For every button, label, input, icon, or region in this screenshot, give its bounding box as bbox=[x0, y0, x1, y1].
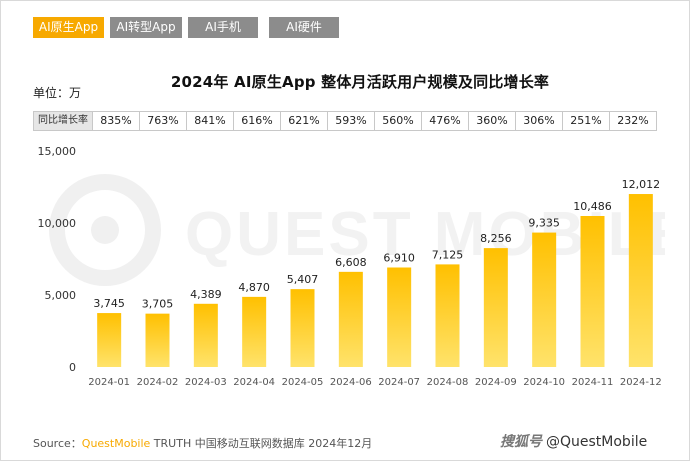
bar-2024-10 bbox=[532, 232, 557, 367]
bar-series: 3,745 3,705 4,389 4,870 5,407 6,608 6,910 7,125… bbox=[93, 178, 660, 367]
growth-rate-cell: 841% bbox=[186, 112, 233, 130]
x-tick-label: 2024-12 bbox=[620, 377, 662, 388]
bar-2024-02 bbox=[145, 313, 170, 367]
growth-rate-cell: 251% bbox=[562, 112, 609, 130]
tab-ai-transformed-app[interactable]: AI转型App bbox=[110, 17, 182, 38]
bar-value-label: 4,870 bbox=[238, 281, 270, 294]
bar-value-label: 5,407 bbox=[287, 273, 319, 286]
bar-2024-08 bbox=[435, 264, 460, 367]
growth-rate-cell: 835% bbox=[92, 112, 139, 130]
bar-value-label: 3,745 bbox=[93, 297, 125, 310]
growth-rate-cell: 306% bbox=[515, 112, 562, 130]
x-tick-label: 2024-04 bbox=[233, 377, 275, 388]
x-tick-label: 2024-06 bbox=[330, 377, 372, 388]
y-tick-label: 10,000 bbox=[38, 217, 77, 230]
growth-rate-cell: 763% bbox=[139, 112, 186, 130]
sohu-mark: 搜狐号 bbox=[500, 434, 542, 450]
x-tick-label: 2024-10 bbox=[523, 377, 565, 388]
bar-value-label: 3,705 bbox=[142, 298, 174, 311]
source-prefix: Source： bbox=[33, 437, 82, 450]
bar-value-label: 6,608 bbox=[335, 256, 367, 269]
tab-ai-phone[interactable]: AI手机 bbox=[188, 17, 258, 38]
bar-value-label: 7,125 bbox=[432, 248, 464, 261]
tab-ai-hardware[interactable]: AI硬件 bbox=[269, 17, 339, 38]
source-brand: QuestMobile bbox=[81, 437, 151, 450]
x-tick-label: 2024-07 bbox=[378, 377, 420, 388]
source-note: Source：QuestMobile TRUTH 中国移动互联网数据库 2024… bbox=[33, 435, 372, 451]
x-tick-label: 2024-08 bbox=[427, 377, 469, 388]
tab-ai-native-app[interactable]: AI原生App bbox=[33, 17, 104, 38]
bar-2024-03 bbox=[193, 303, 218, 367]
x-axis: 2024-01 2024-02 2024-03 2024-04 2024-05 2024-… bbox=[88, 377, 661, 388]
bar-2024-12 bbox=[628, 194, 653, 367]
bar-value-label: 6,910 bbox=[383, 251, 415, 264]
y-tick-label: 5,000 bbox=[45, 289, 77, 302]
growth-rate-cell: 593% bbox=[327, 112, 374, 130]
bar-value-label: 10,486 bbox=[573, 200, 612, 213]
x-tick-label: 2024-03 bbox=[185, 377, 227, 388]
bar-value-label: 8,256 bbox=[480, 232, 512, 245]
bar-2024-05 bbox=[290, 289, 315, 367]
bar-value-label: 9,335 bbox=[528, 217, 560, 230]
source-detail: TRUTH 中国移动互联网数据库 2024年12月 bbox=[150, 437, 373, 450]
bar-2024-06 bbox=[338, 271, 363, 367]
growth-rate-cell: 621% bbox=[280, 112, 327, 130]
bar-2024-09 bbox=[483, 248, 508, 367]
bar-2024-07 bbox=[387, 267, 412, 367]
x-tick-label: 2024-05 bbox=[282, 377, 324, 388]
unit-label: 单位：万 bbox=[33, 86, 82, 100]
growth-rate-cell: 360% bbox=[468, 112, 515, 130]
bar-value-label: 12,012 bbox=[622, 178, 661, 191]
growth-rate-cell: 232% bbox=[609, 112, 656, 130]
y-tick-label: 15,000 bbox=[38, 145, 77, 158]
growth-rate-row: 同比增长率 835% 763% 841% 616% 621% 593% 560%… bbox=[33, 111, 657, 131]
x-tick-label: 2024-09 bbox=[475, 377, 517, 388]
growth-rate-cell: 476% bbox=[421, 112, 468, 130]
y-tick-label: 0 bbox=[69, 361, 76, 374]
chart-title: 2024年 AI原生App 整体月活跃用户规模及同比增长率 bbox=[170, 73, 550, 91]
credit: 搜狐号 @QuestMobile bbox=[500, 431, 647, 451]
bar-2024-11 bbox=[580, 216, 605, 367]
tab-bar: AI原生App AI转型App AI手机 AI硬件 bbox=[33, 17, 339, 38]
x-tick-label: 2024-01 bbox=[88, 377, 130, 388]
credit-handle: @QuestMobile bbox=[546, 434, 648, 450]
x-tick-label: 2024-02 bbox=[137, 377, 179, 388]
x-tick-label: 2024-11 bbox=[572, 377, 614, 388]
growth-rate-header: 同比增长率 bbox=[34, 112, 92, 130]
bar-2024-04 bbox=[242, 296, 267, 367]
bar-2024-01 bbox=[97, 313, 122, 367]
y-axis: 0 5,000 10,000 15,000 bbox=[38, 145, 77, 374]
growth-rate-cell: 616% bbox=[233, 112, 280, 130]
bar-value-label: 4,389 bbox=[190, 288, 222, 301]
growth-rate-cell: 560% bbox=[374, 112, 421, 130]
